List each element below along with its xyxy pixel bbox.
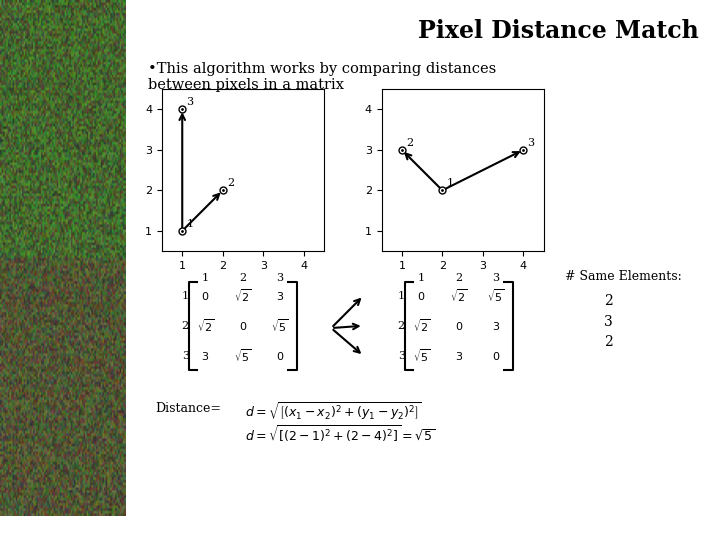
Text: $\sqrt{5}$: $\sqrt{5}$ — [487, 287, 505, 304]
Text: 1: 1 — [397, 291, 405, 301]
Text: 2: 2 — [406, 138, 413, 148]
Text: 1: 1 — [186, 219, 194, 229]
Text: 3: 3 — [186, 97, 194, 107]
Text: $0$: $0$ — [238, 320, 247, 332]
Text: 3: 3 — [527, 138, 534, 148]
Text: $\sqrt{2}$: $\sqrt{2}$ — [197, 318, 215, 334]
Text: $\sqrt{2}$: $\sqrt{2}$ — [234, 287, 252, 304]
Text: Digital Imaging and Remote Sensing Laboratory: Digital Imaging and Remote Sensing Labor… — [465, 524, 706, 533]
Text: 2: 2 — [227, 178, 234, 188]
Text: $0$: $0$ — [418, 289, 426, 301]
Text: 2: 2 — [604, 335, 613, 349]
Text: 2: 2 — [604, 294, 613, 308]
Text: 1: 1 — [181, 291, 189, 301]
Text: 3: 3 — [276, 273, 284, 283]
Text: 2: 2 — [455, 273, 462, 283]
Text: Pixel Distance Match: Pixel Distance Match — [418, 19, 698, 43]
Text: $\sqrt{2}$: $\sqrt{2}$ — [450, 287, 468, 304]
Text: $3$: $3$ — [202, 350, 210, 362]
Text: 3: 3 — [181, 351, 189, 361]
Text: $3$: $3$ — [492, 320, 500, 332]
Text: Distance=: Distance= — [155, 402, 221, 415]
Text: 2: 2 — [239, 273, 246, 283]
Text: R I T: R I T — [14, 522, 49, 535]
Text: 2: 2 — [181, 321, 189, 330]
Text: 3: 3 — [604, 315, 613, 329]
Text: $\sqrt{5}$: $\sqrt{5}$ — [271, 318, 289, 334]
Text: $d = \sqrt{\left[(x_1-x_2)^2+(y_1-y_2)^2\right]}$: $d = \sqrt{\left[(x_1-x_2)^2+(y_1-y_2)^2… — [245, 401, 422, 423]
Text: $\sqrt{2}$: $\sqrt{2}$ — [413, 318, 431, 334]
Text: •This algorithm works by comparing distances
between pixels in a matrix: •This algorithm works by comparing dista… — [148, 62, 496, 92]
Text: $d = \sqrt{\left[(2-1)^2+(2-4)^2\right]} = \sqrt{5}$: $d = \sqrt{\left[(2-1)^2+(2-4)^2\right]}… — [245, 424, 435, 445]
Text: 1: 1 — [418, 273, 425, 283]
Text: 2: 2 — [397, 321, 405, 330]
Text: 1: 1 — [446, 178, 454, 188]
Text: $0$: $0$ — [202, 289, 210, 301]
Text: $\sqrt{5}$: $\sqrt{5}$ — [413, 348, 431, 364]
Text: 3: 3 — [492, 273, 500, 283]
Text: # Same Elements:: # Same Elements: — [565, 270, 682, 283]
Text: $\sqrt{5}$: $\sqrt{5}$ — [234, 348, 252, 364]
Text: $0$: $0$ — [454, 320, 463, 332]
Text: $3$: $3$ — [276, 289, 284, 301]
Text: $0$: $0$ — [276, 350, 284, 362]
Text: 3: 3 — [397, 351, 405, 361]
Text: $0$: $0$ — [492, 350, 500, 362]
Text: 1: 1 — [202, 273, 209, 283]
Text: $3$: $3$ — [455, 350, 463, 362]
